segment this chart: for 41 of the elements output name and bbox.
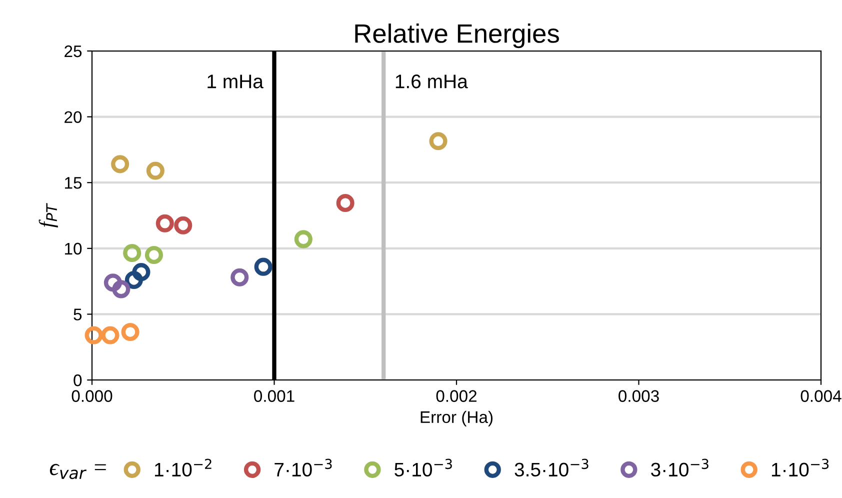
- x-tick-label: 0.004: [800, 390, 842, 402]
- point: [121, 322, 140, 341]
- ref-line-label: 1 mHa: [208, 74, 264, 88]
- point: [144, 246, 163, 264]
- x-axis-title: Error (Ha): [420, 410, 493, 426]
- point: [84, 326, 103, 344]
- point: [123, 244, 142, 262]
- legend-label: 1·10$^{−2}$: [154, 458, 212, 477]
- point: [104, 274, 122, 292]
- legend-label: 3.5·10$^{−3}$: [514, 458, 588, 477]
- y-tick-label: 5: [74, 308, 82, 320]
- point: [101, 326, 120, 344]
- legend-label: 7·10$^{−3}$: [274, 458, 332, 477]
- point: [174, 216, 192, 234]
- legend-label: 1·10$^{−3}$: [772, 458, 829, 477]
- point: [112, 280, 130, 298]
- point: [146, 162, 164, 180]
- point: [156, 214, 174, 232]
- y-tick-label: 0: [74, 374, 82, 386]
- legend-label: 5·10$^{−3}$: [394, 458, 452, 477]
- x-tick-label: 0.002: [436, 390, 477, 402]
- x-tick-label: 0.003: [618, 390, 659, 402]
- y-axis-title: f$_{PT}$: [38, 203, 58, 228]
- y-tick-label: 10: [65, 242, 82, 255]
- x-tick-label: 0.000: [72, 390, 112, 402]
- legend-title: ϵ$_{var}$ =: [50, 464, 106, 480]
- ref-line-label: 1.6 mHa: [396, 74, 468, 88]
- y-tick-label: 20: [64, 111, 82, 124]
- point: [429, 132, 448, 150]
- point: [132, 263, 150, 282]
- x-tick-label: 0.001: [254, 390, 294, 402]
- point: [111, 155, 130, 174]
- chart-title: Relative Energies: [355, 24, 559, 48]
- legend-label: 3·10$^{−3}$: [651, 458, 708, 477]
- y-tick-label: 25: [64, 45, 82, 58]
- point: [336, 194, 354, 212]
- point: [230, 268, 249, 286]
- point: [294, 230, 312, 248]
- y-tick-label: 15: [65, 177, 82, 189]
- point: [254, 258, 272, 276]
- point: [124, 270, 143, 290]
